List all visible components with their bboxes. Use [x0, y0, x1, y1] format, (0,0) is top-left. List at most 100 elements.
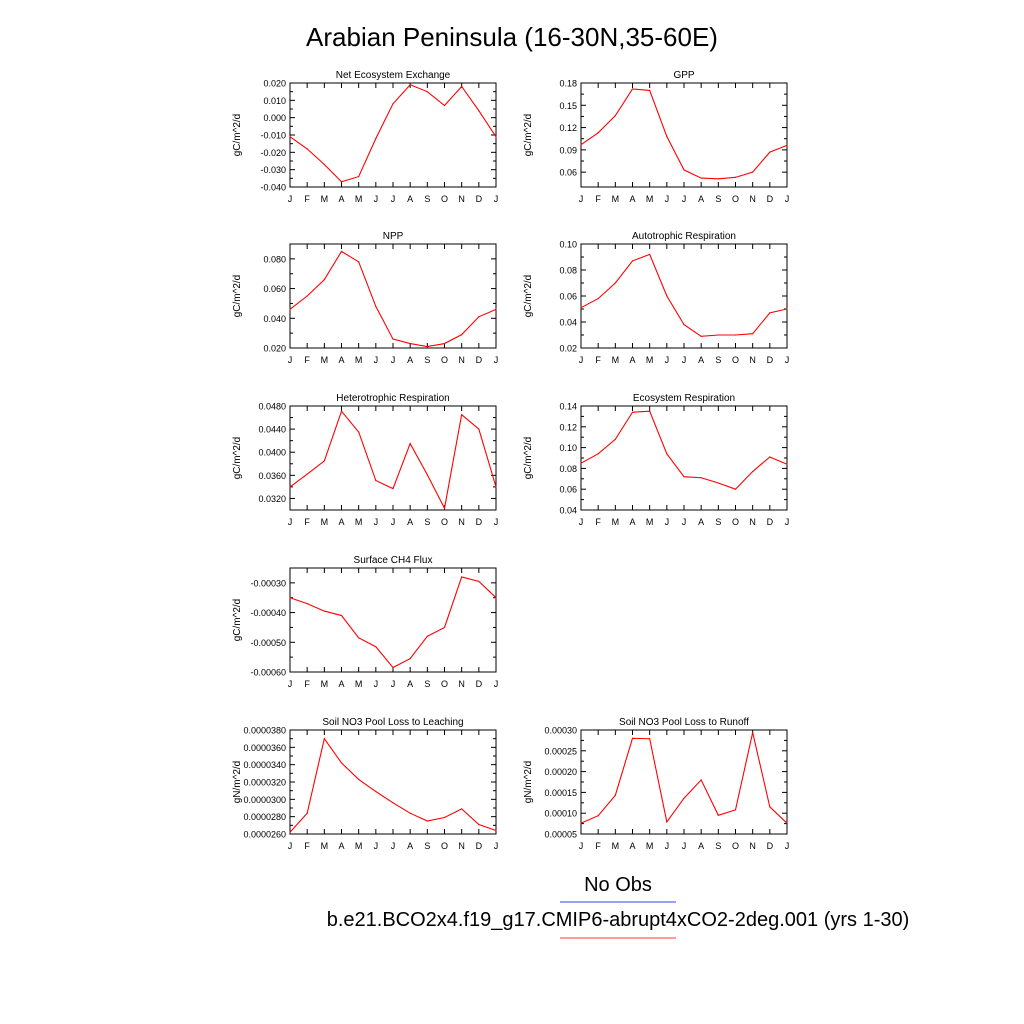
plot-frame	[289, 567, 497, 673]
x-tick-label: A	[698, 517, 704, 527]
x-tick-label: O	[441, 194, 448, 204]
data-point	[289, 597, 291, 599]
x-tick-label: S	[424, 841, 430, 851]
y-tick-label: 0.18	[559, 79, 577, 89]
data-point	[631, 737, 634, 739]
y-tick-label: 0.09	[559, 145, 577, 155]
data-point	[409, 84, 411, 86]
data-point	[786, 308, 788, 310]
x-tick-label: A	[338, 355, 344, 365]
series-line	[289, 84, 497, 183]
data-point	[358, 261, 360, 263]
x-tick-label: J	[374, 517, 379, 527]
x-tick-label: J	[494, 679, 499, 689]
x-tick-label: M	[646, 517, 654, 527]
y-tick-label: 0.0000360	[243, 743, 286, 753]
data-point	[478, 316, 480, 318]
x-tick-label: J	[665, 517, 670, 527]
x-tick-label: D	[767, 517, 774, 527]
series-line	[289, 576, 497, 669]
data-point	[358, 637, 360, 639]
y-tick-label: -0.00060	[250, 668, 286, 678]
data-point	[700, 477, 702, 479]
y-tick-label: 0.0000380	[243, 726, 286, 736]
data-point	[734, 334, 737, 336]
data-point	[375, 305, 377, 307]
y-tick-label: 0.15	[559, 101, 577, 111]
x-tick-label: F	[595, 517, 601, 527]
y-tick-label: 0.00020	[544, 767, 577, 777]
x-tick-label: J	[665, 355, 670, 365]
x-tick-label: O	[732, 841, 739, 851]
data-point	[340, 614, 343, 617]
data-point	[461, 808, 463, 810]
x-tick-label: A	[629, 194, 635, 204]
y-tick-label: 0.0400	[258, 448, 286, 458]
data-point	[495, 486, 497, 488]
data-point	[323, 279, 325, 281]
x-tick-label: M	[646, 355, 654, 365]
x-tick-label: A	[407, 355, 413, 365]
data-point	[443, 104, 446, 107]
panel-title: Ecosystem Respiration	[633, 393, 735, 404]
x-tick-label: F	[595, 841, 601, 851]
data-point	[306, 603, 308, 605]
x-tick-label: A	[407, 841, 413, 851]
y-axis-label: gC/m^2/d	[232, 275, 243, 318]
y-axis-label: gC/m^2/d	[232, 437, 243, 480]
x-tick-label: M	[321, 841, 329, 851]
x-tick-label: M	[355, 679, 363, 689]
data-point	[614, 282, 616, 284]
panel-title: GPP	[673, 70, 694, 81]
x-tick-label: M	[321, 517, 329, 527]
x-tick-label: J	[494, 194, 499, 204]
panel-title: Surface CH4 Flux	[354, 555, 433, 566]
x-tick-label: D	[767, 841, 774, 851]
y-tick-label: 0.0000260	[243, 830, 286, 840]
x-tick-label: F	[595, 194, 601, 204]
x-tick-label: M	[355, 841, 363, 851]
x-tick-label: A	[698, 841, 704, 851]
x-tick-label: A	[338, 679, 344, 689]
data-point	[769, 456, 771, 458]
data-point	[786, 463, 788, 465]
data-point	[700, 335, 702, 337]
data-point	[786, 822, 788, 824]
data-point	[683, 797, 685, 799]
y-tick-label: -0.010	[260, 131, 286, 141]
data-point	[495, 597, 497, 599]
y-tick-label: 0.04	[559, 506, 577, 516]
data-point	[426, 345, 428, 348]
y-tick-label: -0.020	[260, 148, 286, 158]
y-tick-label: 0.06	[559, 168, 577, 178]
series-line	[289, 410, 497, 510]
x-tick-label: F	[304, 194, 310, 204]
data-point	[306, 148, 308, 150]
data-point	[443, 342, 446, 345]
y-tick-label: 0.02	[559, 344, 577, 354]
x-tick-label: J	[494, 517, 499, 527]
series-line	[580, 732, 788, 824]
data-point	[323, 610, 325, 612]
data-point	[614, 438, 616, 440]
panel-title: Net Ecosystem Exchange	[336, 70, 451, 81]
data-point	[666, 821, 668, 823]
data-point	[683, 169, 685, 171]
x-tick-label: D	[476, 679, 483, 689]
x-tick-label: J	[579, 194, 584, 204]
panel-title: Soil NO3 Pool Loss to Runoff	[619, 717, 749, 728]
data-point	[580, 144, 582, 146]
panel-title: Soil NO3 Pool Loss to Leaching	[322, 717, 463, 728]
y-tick-label: 0.06	[559, 292, 577, 302]
y-axis-label: gN/m^2/d	[232, 761, 243, 804]
x-tick-label: S	[424, 355, 430, 365]
series-line	[580, 410, 788, 490]
panel-title: NPP	[383, 231, 404, 242]
x-tick-label: O	[441, 355, 448, 365]
x-tick-label: J	[391, 355, 396, 365]
